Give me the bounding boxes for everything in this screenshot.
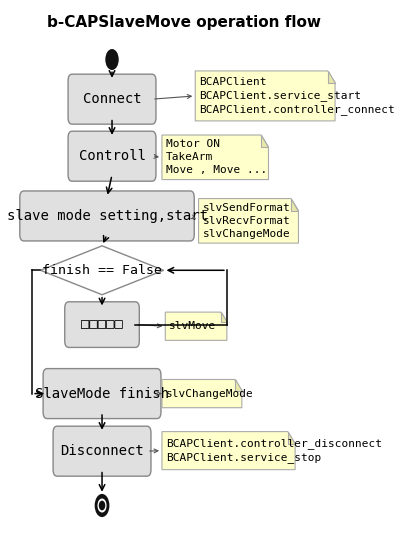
Text: BCAPClient
BCAPClient.service_start
BCAPClient.controller_connect: BCAPClient BCAPClient.service_start BCAP… bbox=[199, 77, 395, 115]
Circle shape bbox=[106, 50, 118, 69]
Polygon shape bbox=[162, 379, 242, 408]
Polygon shape bbox=[162, 135, 269, 180]
Circle shape bbox=[95, 495, 109, 517]
Text: slvMove: slvMove bbox=[169, 321, 217, 331]
Text: SlaveMode finish: SlaveMode finish bbox=[35, 387, 169, 401]
Polygon shape bbox=[221, 312, 227, 322]
Polygon shape bbox=[162, 432, 295, 470]
Text: Disconnect: Disconnect bbox=[60, 444, 144, 458]
Text: slave mode setting,start: slave mode setting,start bbox=[6, 209, 207, 223]
Polygon shape bbox=[198, 199, 298, 243]
Polygon shape bbox=[195, 71, 335, 121]
FancyBboxPatch shape bbox=[68, 131, 156, 181]
Text: slvSendFormat
slvRecvFormat
slvChangeMode: slvSendFormat slvRecvFormat slvChangeMod… bbox=[202, 203, 290, 239]
FancyBboxPatch shape bbox=[43, 369, 161, 419]
Polygon shape bbox=[328, 71, 335, 83]
Text: slvChangeMode: slvChangeMode bbox=[166, 389, 254, 399]
Circle shape bbox=[98, 499, 106, 512]
Polygon shape bbox=[40, 246, 164, 295]
Text: Motor ON
TakeArm
Move , Move ...: Motor ON TakeArm Move , Move ... bbox=[166, 139, 267, 175]
Text: finish == False: finish == False bbox=[42, 264, 162, 277]
Text: b-CAPSlaveMove operation flow: b-CAPSlaveMove operation flow bbox=[47, 15, 321, 29]
Polygon shape bbox=[288, 432, 295, 443]
FancyBboxPatch shape bbox=[53, 426, 151, 476]
Text: Connect: Connect bbox=[83, 92, 141, 106]
Circle shape bbox=[100, 501, 104, 509]
Polygon shape bbox=[165, 312, 227, 340]
Polygon shape bbox=[234, 379, 242, 391]
Polygon shape bbox=[261, 135, 269, 147]
Text: Controll: Controll bbox=[79, 149, 145, 163]
FancyBboxPatch shape bbox=[65, 302, 139, 347]
FancyBboxPatch shape bbox=[68, 74, 156, 124]
Text: □□□□□: □□□□□ bbox=[81, 318, 123, 331]
Text: BCAPClient.controller_disconnect
BCAPClient.service_stop: BCAPClient.controller_disconnect BCAPCli… bbox=[166, 438, 382, 463]
Polygon shape bbox=[291, 199, 298, 211]
FancyBboxPatch shape bbox=[20, 191, 194, 241]
